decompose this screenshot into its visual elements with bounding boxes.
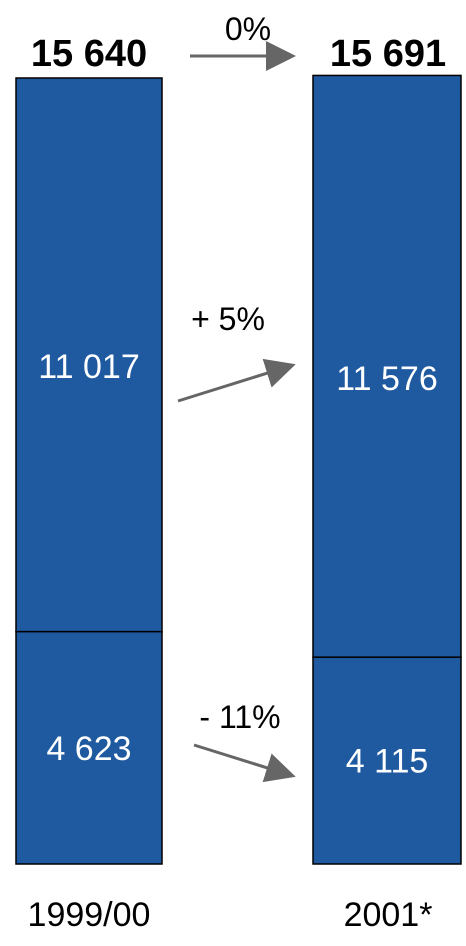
lower-change-arrow: [193, 743, 296, 783]
bar-1999-total: 15 640: [31, 33, 147, 75]
bar-2001-upper-value: 11 576: [336, 360, 437, 398]
bar-2001-lower-value: 4 115: [346, 743, 429, 781]
bar-2001-upper-segment: [312, 74, 462, 658]
total-change-label: 0%: [225, 11, 271, 47]
bar-1999-upper-value: 11 017: [38, 348, 139, 386]
category-label-2001: 2001*: [344, 896, 433, 934]
upper-change-label: + 5%: [191, 301, 265, 337]
bar-2001-total: 15 691: [330, 33, 446, 75]
category-label-1999: 1999/00: [28, 896, 151, 934]
bar-1999-lower-value: 4 623: [46, 730, 131, 768]
bar-1999-upper-segment: [15, 77, 163, 633]
bar-2001-lower-segment: [312, 656, 462, 865]
upper-change-arrow: [177, 358, 296, 403]
lower-change-label: - 11%: [199, 699, 280, 735]
bar-1999-lower-segment: [15, 630, 163, 865]
